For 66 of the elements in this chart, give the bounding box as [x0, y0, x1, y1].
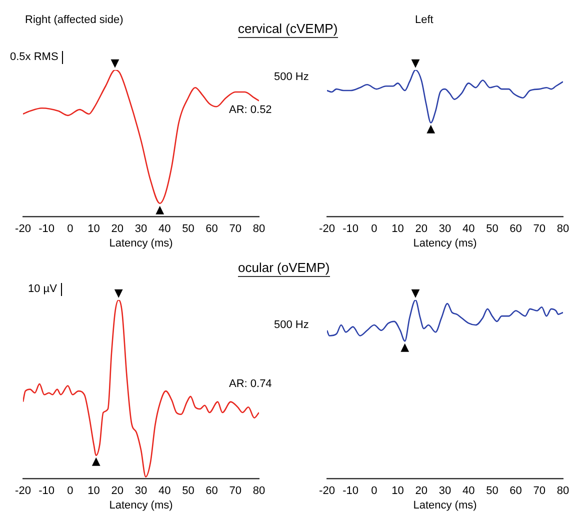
x-tick-label: 20 [415, 223, 428, 236]
x-tick-label: 10 [392, 223, 404, 236]
x-axis-title: Latency (ms) [413, 237, 477, 250]
x-tick-label: 70 [229, 485, 242, 498]
chart-title: Left [415, 14, 434, 27]
x-tick-label: 0 [67, 485, 74, 498]
x-tick-label: 0 [371, 223, 378, 236]
x-tick-label: 70 [533, 485, 546, 498]
x-tick-label: 60 [510, 485, 522, 498]
text: 500 Hz [274, 71, 309, 84]
x-tick-label: 80 [252, 485, 266, 498]
x-tick-label: 60 [206, 223, 218, 236]
x-tick-label: 70 [229, 223, 242, 236]
x-tick-label: -20 [15, 223, 31, 236]
x-tick-label: 0 [67, 223, 74, 236]
x-tick-label: 30 [134, 485, 148, 498]
x-tick-label: -10 [342, 223, 359, 236]
text: 500 Hz [274, 319, 309, 332]
text: 0.5x RMS [10, 51, 64, 64]
x-axis-title: Latency (ms) [109, 499, 173, 512]
annotation: ▲ [400, 340, 410, 354]
annotation: AR: 0.52 [229, 104, 272, 117]
annotation: ▲ [426, 122, 436, 136]
text: ocular (oVEMP) [238, 260, 330, 277]
annotation: ▼ [110, 56, 120, 70]
x-tick-label: 40 [462, 223, 475, 236]
text: 10 µV [28, 283, 62, 296]
x-tick-label: 60 [206, 485, 218, 498]
x-axis-title: Latency (ms) [413, 499, 477, 512]
annotation: ▼ [411, 56, 420, 70]
x-tick-label: 70 [533, 223, 546, 236]
x-tick-label: 20 [415, 485, 428, 498]
x-tick-label: 50 [182, 485, 194, 498]
x-tick-label: 40 [158, 485, 171, 498]
x-tick-label: -20 [319, 485, 335, 498]
x-tick-label: 40 [158, 223, 171, 236]
x-tick-label: 30 [134, 223, 148, 236]
annotation: ▼ [114, 286, 124, 300]
text: cervical (cVEMP) [238, 21, 338, 38]
x-tick-label: 50 [486, 223, 498, 236]
x-tick-label: 30 [438, 485, 452, 498]
x-tick-label: -10 [342, 485, 359, 498]
x-tick-label: -20 [319, 223, 335, 236]
x-tick-label: 60 [510, 223, 522, 236]
x-tick-label: 20 [111, 223, 124, 236]
x-tick-label: 10 [88, 485, 100, 498]
x-tick-label: -20 [15, 485, 31, 498]
x-tick-label: 50 [182, 223, 194, 236]
x-tick-label: 80 [556, 223, 570, 236]
x-tick-label: 0 [371, 485, 378, 498]
chart-title: Right (affected side) [25, 14, 124, 27]
annotation: AR: 0.74 [229, 378, 272, 391]
x-tick-label: 40 [462, 485, 475, 498]
annotation: ▼ [411, 286, 420, 300]
x-tick-label: -10 [38, 485, 55, 498]
x-tick-label: 20 [111, 485, 124, 498]
x-tick-label: 80 [556, 485, 570, 498]
x-tick-label: -10 [38, 223, 55, 236]
x-tick-label: 30 [438, 223, 452, 236]
annotation: ▲ [156, 202, 165, 216]
x-tick-label: 50 [486, 485, 498, 498]
x-axis-title: Latency (ms) [109, 237, 173, 250]
x-tick-label: 10 [392, 485, 404, 498]
x-tick-label: 10 [88, 223, 100, 236]
annotation: ▲ [92, 454, 101, 468]
x-tick-label: 80 [252, 223, 266, 236]
